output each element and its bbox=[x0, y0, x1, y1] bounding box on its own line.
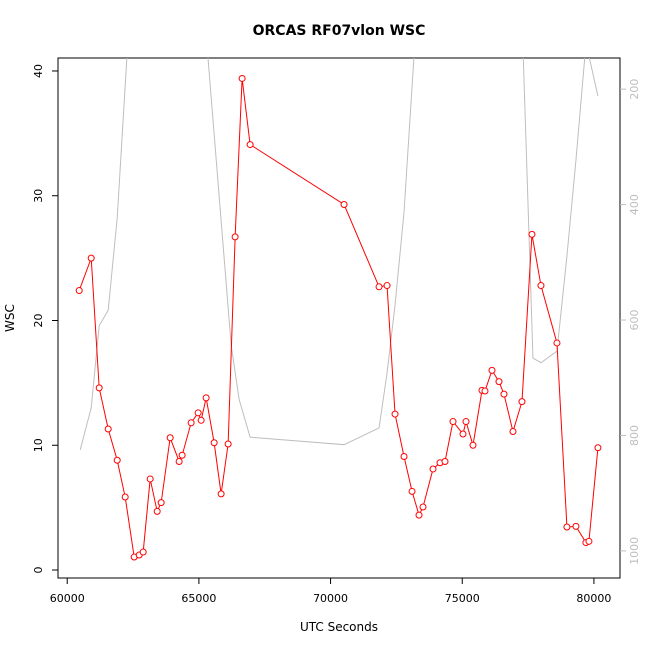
point bbox=[383, 282, 391, 290]
point bbox=[217, 490, 225, 498]
point bbox=[146, 475, 154, 483]
point bbox=[563, 523, 571, 531]
point bbox=[391, 410, 399, 418]
point bbox=[429, 465, 437, 473]
y2-tick-label: 1000 bbox=[628, 537, 641, 565]
point bbox=[187, 419, 195, 427]
y-tick-label: 0 bbox=[32, 567, 45, 574]
point bbox=[95, 384, 103, 392]
point bbox=[224, 440, 232, 448]
point bbox=[231, 233, 239, 241]
point bbox=[121, 493, 129, 501]
point bbox=[166, 434, 174, 442]
point bbox=[449, 418, 457, 426]
point bbox=[202, 394, 210, 402]
y2-tick-label: 200 bbox=[628, 79, 641, 100]
x-tick-label: 70000 bbox=[313, 592, 348, 605]
point bbox=[157, 499, 165, 507]
y-tick-label: 40 bbox=[32, 64, 45, 78]
point bbox=[495, 378, 503, 386]
series-line bbox=[78, 78, 599, 558]
x-tick-label: 65000 bbox=[181, 592, 216, 605]
point bbox=[408, 487, 416, 495]
point bbox=[481, 387, 489, 395]
point bbox=[175, 457, 183, 465]
point bbox=[572, 522, 580, 530]
plot-area bbox=[75, 58, 602, 561]
point bbox=[528, 230, 536, 238]
plot-frame bbox=[57, 57, 621, 579]
point bbox=[488, 366, 496, 374]
point bbox=[113, 456, 121, 464]
y2-tick-label: 600 bbox=[628, 310, 641, 331]
point bbox=[441, 457, 449, 465]
point bbox=[459, 430, 467, 438]
point bbox=[537, 282, 545, 290]
x-axis-label: UTC Seconds bbox=[300, 620, 378, 634]
chart-title: ORCAS RF07vlon WSC bbox=[253, 23, 426, 39]
point bbox=[518, 398, 526, 406]
point bbox=[194, 409, 202, 417]
y2-tick-label: 800 bbox=[628, 425, 641, 446]
y-tick-label: 30 bbox=[32, 189, 45, 203]
point bbox=[153, 507, 161, 515]
point bbox=[594, 444, 602, 452]
point bbox=[400, 452, 408, 460]
point bbox=[139, 548, 147, 556]
point bbox=[415, 511, 423, 519]
x-tick-label: 75000 bbox=[445, 592, 480, 605]
x-tick-label: 60000 bbox=[50, 592, 85, 605]
point bbox=[469, 441, 477, 449]
point bbox=[178, 451, 186, 459]
point bbox=[104, 425, 112, 433]
point bbox=[340, 200, 348, 208]
point bbox=[509, 428, 517, 436]
point bbox=[585, 537, 593, 545]
point bbox=[210, 439, 218, 447]
y2-tick-label: 400 bbox=[628, 194, 641, 215]
point bbox=[246, 141, 254, 149]
point bbox=[87, 254, 95, 262]
point bbox=[500, 390, 508, 398]
y-axis-label: WSC bbox=[3, 304, 17, 332]
point bbox=[375, 283, 383, 291]
x-tick-label: 80000 bbox=[576, 592, 611, 605]
point bbox=[553, 339, 561, 347]
y-tick-label: 20 bbox=[32, 313, 45, 327]
point bbox=[462, 418, 470, 426]
y-tick-label: 10 bbox=[32, 438, 45, 452]
point bbox=[419, 503, 427, 511]
point bbox=[197, 416, 205, 424]
series-line bbox=[79, 58, 599, 451]
point bbox=[238, 74, 246, 82]
point bbox=[75, 287, 83, 295]
